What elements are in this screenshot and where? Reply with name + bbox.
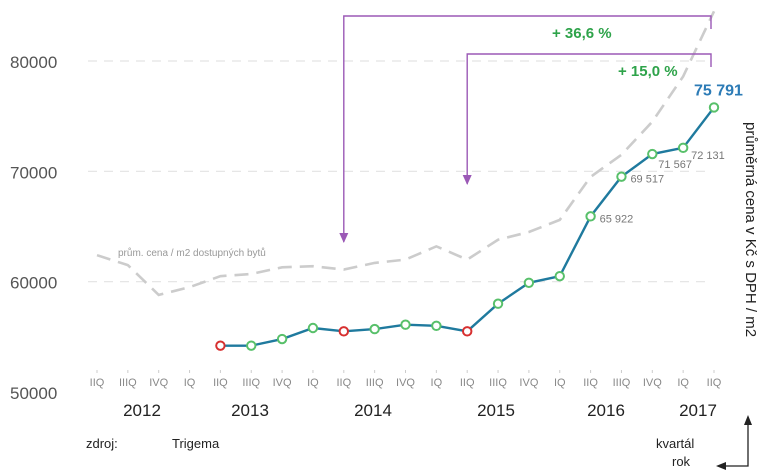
growth-label-36: + 36,6 % — [552, 25, 612, 42]
data-point — [369, 323, 380, 335]
data-point — [307, 322, 319, 334]
data-point — [215, 340, 226, 351]
source-label: zdroj: — [86, 436, 118, 451]
y-tick-label: 60000 — [10, 274, 57, 293]
data-point — [585, 211, 596, 222]
data-point — [492, 298, 504, 309]
data-point — [400, 319, 411, 330]
quarter-tick-label: IQ — [554, 377, 566, 389]
quarter-tick-label: IIQ — [90, 377, 105, 389]
data-label: 72 131 — [691, 150, 725, 162]
quarter-tick-label: IIQ — [213, 377, 228, 389]
quarter-ticks: IIQ IIIQ IVQ IQ IIQ IIIQ IVQ IQ IIQ IIIQ IVQ IQ IIQ I… — [90, 370, 722, 389]
dashed-series-label: prům. cena / m2 dostupných bytů — [118, 247, 266, 259]
bracket-15-arrowhead — [462, 175, 472, 185]
bracket-36-arrowhead — [339, 233, 349, 243]
quarter-tick-label: IQ — [184, 377, 196, 389]
year-tick-label: 2015 — [477, 401, 515, 420]
growth-brackets: + 36,6 % + 15,0 % — [339, 15, 712, 243]
data-point — [554, 270, 565, 282]
gridlines — [88, 60, 712, 283]
data-point — [616, 171, 627, 182]
data-label: 69 517 — [630, 174, 664, 186]
data-point — [647, 148, 658, 160]
year-axis-caption: rok — [672, 454, 691, 469]
data-point — [708, 102, 720, 113]
quarter-tick-label: IIQ — [460, 377, 475, 389]
quarter-tick-label: IVQ — [149, 377, 168, 389]
quarter-tick-label: IIQ — [583, 377, 598, 389]
quarter-axis-caption: kvartál — [656, 436, 694, 451]
quarter-tick-label: IQ — [307, 377, 319, 389]
data-point — [431, 320, 442, 331]
data-point — [338, 326, 349, 337]
year-ticks: 2012 2013 2014 2015 2016 2017 — [123, 401, 717, 420]
data-point — [677, 142, 689, 154]
quarter-tick-label: IIIQ — [613, 377, 631, 389]
growth-label-15: + 15,0 % — [618, 63, 678, 80]
year-tick-label: 2017 — [679, 401, 717, 420]
y-tick-label: 50000 — [10, 384, 57, 403]
quarter-tick-label: IVQ — [643, 377, 662, 389]
year-tick-label: 2013 — [231, 401, 269, 420]
average-price-series — [215, 102, 720, 351]
bracket-15-line — [466, 53, 712, 184]
quarter-tick-label: IQ — [677, 377, 689, 389]
quarter-tick-label: IIQ — [707, 377, 722, 389]
data-point — [523, 277, 535, 288]
bracket-36-line — [343, 15, 712, 242]
y-tick-label: 80000 — [10, 53, 57, 72]
data-point — [246, 340, 257, 351]
quarter-tick-label: IQ — [431, 377, 443, 389]
y-axis-ticks: 80000 70000 60000 50000 — [10, 53, 57, 403]
quarter-tick-label: IVQ — [519, 377, 538, 389]
data-label: 65 922 — [600, 213, 634, 225]
axis-corner-arrows — [716, 415, 752, 470]
year-tick-label: 2012 — [123, 401, 161, 420]
year-tick-label: 2014 — [354, 401, 392, 420]
quarter-tick-label: IVQ — [273, 377, 292, 389]
data-point — [276, 333, 288, 345]
data-point — [462, 326, 473, 337]
y-tick-label: 70000 — [10, 163, 57, 182]
affordable-flats-series — [96, 10, 716, 297]
dashed-series-line — [96, 10, 716, 297]
year-tick-label: 2016 — [587, 401, 625, 420]
quarter-tick-label: IIIQ — [119, 377, 137, 389]
quarter-tick-label: IIIQ — [489, 377, 507, 389]
latest-value-label: 75 791 — [694, 82, 743, 99]
source-value: Trigema — [172, 436, 220, 451]
quarter-tick-label: IIQ — [336, 377, 351, 389]
quarter-tick-label: IIIQ — [366, 377, 384, 389]
data-label: 71 567 — [658, 159, 692, 171]
quarter-tick-label: IIIQ — [242, 377, 260, 389]
quarter-tick-label: IVQ — [396, 377, 415, 389]
y-axis-label: průměrná cena v Kč s DPH / m2 — [742, 122, 759, 337]
